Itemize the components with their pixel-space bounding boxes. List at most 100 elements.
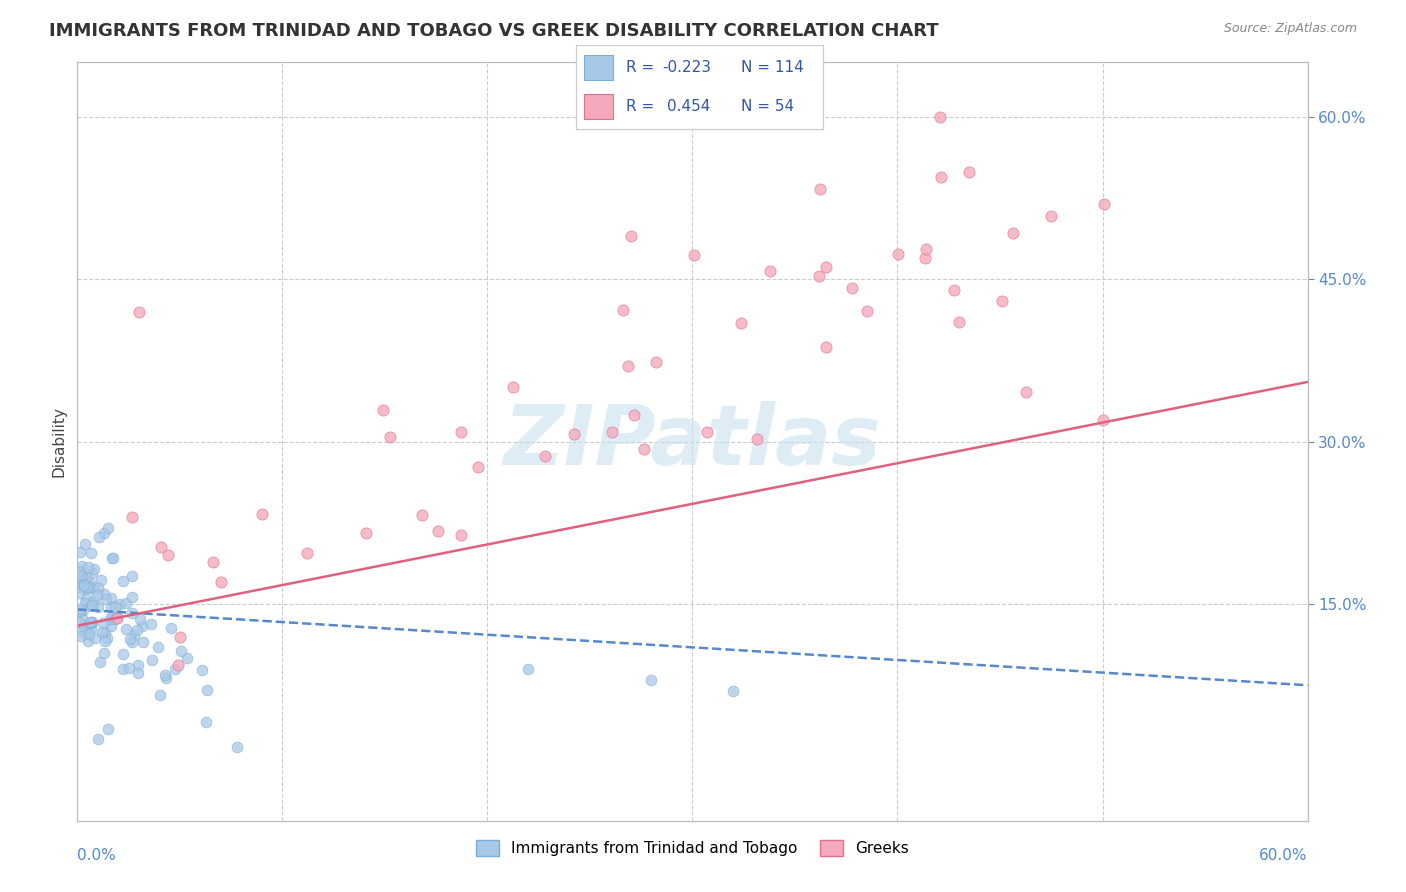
Point xyxy=(80,615,103,629)
Point xyxy=(411,508,433,522)
Point xyxy=(814,339,837,353)
Point xyxy=(86,588,108,602)
Point xyxy=(73,578,96,592)
Point xyxy=(121,635,143,649)
Point xyxy=(160,620,183,634)
Point xyxy=(91,616,114,631)
Point xyxy=(73,618,96,632)
Point xyxy=(683,248,706,262)
Point xyxy=(991,293,1014,308)
Point xyxy=(97,722,120,736)
Point xyxy=(70,623,93,637)
Point xyxy=(72,580,94,594)
Point xyxy=(83,594,105,608)
Point xyxy=(114,596,136,610)
Point xyxy=(100,612,122,626)
Text: Source: ZipAtlas.com: Source: ZipAtlas.com xyxy=(1223,22,1357,36)
Point xyxy=(1040,209,1063,223)
Point xyxy=(297,546,319,560)
Point xyxy=(121,568,143,582)
Point xyxy=(146,640,169,654)
Point xyxy=(93,586,115,600)
Point xyxy=(70,568,93,582)
Point xyxy=(195,714,218,729)
Text: ZIPatlas: ZIPatlas xyxy=(503,401,882,482)
Point xyxy=(69,604,91,618)
Point xyxy=(75,570,97,584)
Point xyxy=(617,359,640,373)
Point xyxy=(426,524,449,539)
Point xyxy=(100,599,122,614)
Point xyxy=(105,610,128,624)
Point xyxy=(69,602,91,616)
Point xyxy=(450,425,472,439)
Point xyxy=(943,284,966,298)
Point xyxy=(80,566,103,581)
Point xyxy=(108,597,131,611)
Point xyxy=(502,380,524,394)
Point xyxy=(70,559,93,574)
Point xyxy=(120,632,142,646)
Point xyxy=(723,683,745,698)
Point xyxy=(1001,227,1024,241)
Point xyxy=(170,644,193,658)
Point xyxy=(67,570,90,584)
Point xyxy=(176,651,198,665)
Point xyxy=(89,655,111,669)
Point xyxy=(165,662,187,676)
Point xyxy=(155,671,177,685)
Point xyxy=(111,647,134,661)
Point xyxy=(79,580,101,594)
Point xyxy=(620,228,643,243)
Point xyxy=(127,658,149,673)
Point xyxy=(114,622,136,636)
Point xyxy=(948,315,970,329)
Point xyxy=(101,608,124,623)
Point xyxy=(96,631,118,645)
Point xyxy=(157,548,180,562)
Point xyxy=(169,630,191,644)
Point xyxy=(77,627,100,641)
Text: R =: R = xyxy=(626,99,664,114)
Point xyxy=(75,578,97,592)
Point xyxy=(87,600,110,615)
Point xyxy=(127,665,149,680)
Point xyxy=(640,673,662,687)
Point xyxy=(80,616,103,631)
Point xyxy=(100,619,122,633)
Point xyxy=(80,622,103,636)
Point xyxy=(80,599,103,614)
Point xyxy=(87,529,110,543)
Point xyxy=(623,409,645,423)
Point xyxy=(745,433,768,447)
Point xyxy=(67,571,90,585)
Point xyxy=(73,626,96,640)
Bar xyxy=(583,54,613,80)
Point xyxy=(83,582,105,597)
Point xyxy=(730,317,752,331)
Point xyxy=(104,612,127,626)
Point xyxy=(141,652,163,666)
Point xyxy=(79,615,101,629)
Point xyxy=(209,575,232,590)
Point xyxy=(450,528,472,542)
Point xyxy=(93,646,115,660)
Legend: Immigrants from Trinidad and Tobago, Greeks: Immigrants from Trinidad and Tobago, Gre… xyxy=(470,834,915,863)
Point xyxy=(79,581,101,595)
Point xyxy=(815,260,838,274)
Point xyxy=(70,581,93,595)
Point xyxy=(226,739,249,754)
Text: 0.454: 0.454 xyxy=(668,99,711,114)
Point xyxy=(166,657,188,672)
Point xyxy=(91,625,114,640)
Point xyxy=(633,442,655,456)
Point xyxy=(517,662,540,676)
Y-axis label: Disability: Disability xyxy=(51,406,66,477)
Point xyxy=(77,560,100,574)
Text: -0.223: -0.223 xyxy=(662,60,711,75)
Point xyxy=(149,541,172,555)
Point xyxy=(111,662,134,676)
Point xyxy=(103,551,125,566)
Point xyxy=(82,598,104,612)
Point xyxy=(201,555,224,569)
